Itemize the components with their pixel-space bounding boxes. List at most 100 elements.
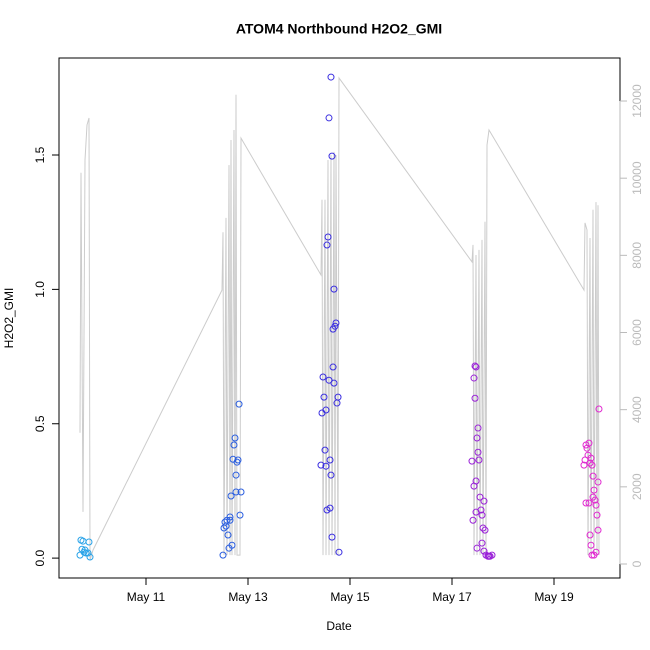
data-point [592, 548, 600, 556]
data-point [234, 456, 242, 464]
data-point [475, 456, 483, 464]
y-tick-label: 1.0 [33, 281, 47, 298]
data-point [474, 448, 482, 456]
data-point [471, 394, 479, 402]
data-point [470, 482, 478, 490]
altitude-line [79, 76, 600, 561]
data-point [325, 376, 333, 384]
data-point [334, 393, 342, 401]
data-point [471, 362, 479, 370]
y-tick-label: 0.5 [33, 415, 47, 432]
data-point [321, 446, 329, 454]
data-point [330, 379, 338, 387]
data-point [322, 462, 330, 470]
y-tick-label: 0.0 [33, 549, 47, 566]
data-point [327, 73, 335, 81]
data-point [469, 516, 477, 524]
data-point [226, 516, 234, 524]
y2-tick-label: 8000 [630, 242, 644, 269]
y2-tick-label: 12000 [630, 84, 644, 118]
data-point [480, 547, 488, 555]
data-point [326, 456, 334, 464]
data-point [582, 499, 590, 507]
data-point [473, 544, 481, 552]
y2-tick-label: 6000 [630, 319, 644, 346]
data-point [468, 457, 476, 465]
data-point [330, 285, 338, 293]
data-point [473, 434, 481, 442]
data-point [224, 531, 232, 539]
data-point [335, 548, 343, 556]
data-point [219, 551, 227, 559]
y-tick-label: 1.5 [33, 146, 47, 163]
data-point [587, 454, 595, 462]
data-point [327, 471, 335, 479]
data-point [328, 152, 336, 160]
chart-title: ATOM4 Northbound H2O2_GMI [236, 21, 442, 37]
data-point [587, 541, 595, 549]
data-point [478, 539, 486, 547]
data-point [478, 511, 486, 519]
data-point [480, 497, 488, 505]
data-point [472, 363, 480, 371]
data-point [485, 552, 493, 560]
x-tick-label: May 17 [432, 590, 472, 604]
data-point [476, 493, 484, 501]
data-point [232, 471, 240, 479]
data-point [580, 461, 588, 469]
data-point [323, 506, 331, 514]
data-point [320, 393, 328, 401]
y2-tick-label: 2000 [630, 473, 644, 500]
plot-frame [58, 57, 621, 579]
data-point [595, 405, 603, 413]
data-point [590, 486, 598, 494]
data-point [594, 526, 602, 534]
data-point [323, 241, 331, 249]
data-point [317, 461, 325, 469]
data-point [237, 488, 245, 496]
data-point [85, 538, 93, 546]
data-point [226, 513, 234, 521]
data-point [325, 114, 333, 122]
y2-tick-label: 10000 [630, 161, 644, 195]
data-point [230, 441, 238, 449]
data-point [76, 551, 84, 559]
x-axis-label: Date [326, 619, 352, 633]
data-point [477, 506, 485, 514]
x-tick-label: May 19 [534, 590, 574, 604]
data-point [474, 424, 482, 432]
data-point [593, 511, 601, 519]
data-point [586, 531, 594, 539]
data-point [235, 400, 243, 408]
data-point [581, 456, 589, 464]
data-point [470, 374, 478, 382]
y2-tick-label: 4000 [630, 396, 644, 423]
data-point [586, 459, 594, 467]
y-axis-label: H2O2_GMI [2, 288, 16, 349]
data-point [585, 439, 593, 447]
data-point [594, 478, 602, 486]
data-point [79, 537, 87, 545]
data-point [589, 493, 597, 501]
data-point [585, 499, 593, 507]
data-point [479, 524, 487, 532]
data-point [329, 363, 337, 371]
data-point [588, 461, 596, 469]
data-point [236, 511, 244, 519]
data-point [86, 553, 94, 561]
data-point [331, 322, 339, 330]
data-point [332, 319, 340, 327]
data-point [589, 472, 597, 480]
data-point [488, 551, 496, 559]
data-point [228, 541, 236, 549]
x-tick-label: May 13 [228, 590, 268, 604]
data-point [82, 549, 90, 557]
data-point [232, 488, 240, 496]
data-point [231, 434, 239, 442]
data-point [81, 546, 89, 554]
data-point [481, 526, 489, 534]
data-point [227, 492, 235, 500]
data-point [324, 233, 332, 241]
x-tick-label: May 15 [330, 590, 370, 604]
